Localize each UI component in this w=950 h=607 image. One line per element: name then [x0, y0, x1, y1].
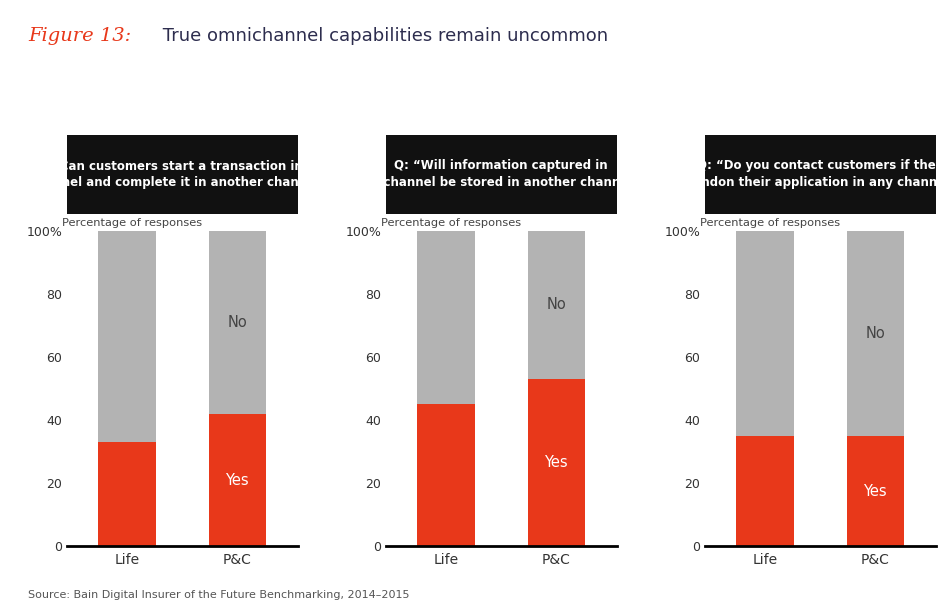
Bar — [736, 436, 794, 546]
Text: Q: “Will information captured in
one channel be stored in another channel?”: Q: “Will information captured in one cha… — [355, 159, 647, 189]
Text: Percentage of responses: Percentage of responses — [700, 218, 840, 228]
Bar — [846, 436, 903, 546]
Bar — [417, 231, 475, 404]
Text: Q: “Can customers start a transaction in one
channel and complete it in another : Q: “Can customers start a transaction in… — [30, 159, 334, 189]
Bar — [208, 414, 266, 546]
Text: Figure 13:: Figure 13: — [28, 27, 132, 46]
Bar — [846, 231, 903, 436]
Bar — [527, 231, 585, 379]
Text: Percentage of responses: Percentage of responses — [381, 218, 521, 228]
Text: No: No — [865, 326, 885, 341]
Bar — [99, 231, 156, 442]
Bar — [208, 231, 266, 414]
Bar — [99, 442, 156, 546]
Text: Q: “Do you contact customers if they
abandon their application in any channel?”: Q: “Do you contact customers if they aba… — [676, 159, 950, 189]
Text: No: No — [546, 297, 566, 313]
Text: Percentage of responses: Percentage of responses — [62, 218, 201, 228]
Bar — [417, 404, 475, 546]
Text: Yes: Yes — [225, 472, 249, 487]
Text: Yes: Yes — [864, 484, 887, 498]
Text: Yes: Yes — [544, 455, 568, 470]
Text: Source: Bain Digital Insurer of the Future Benchmarking, 2014–2015: Source: Bain Digital Insurer of the Futu… — [28, 590, 410, 600]
Text: No: No — [227, 314, 247, 330]
Text: True omnichannel capabilities remain uncommon: True omnichannel capabilities remain unc… — [157, 27, 608, 46]
Bar — [527, 379, 585, 546]
Bar — [736, 231, 794, 436]
